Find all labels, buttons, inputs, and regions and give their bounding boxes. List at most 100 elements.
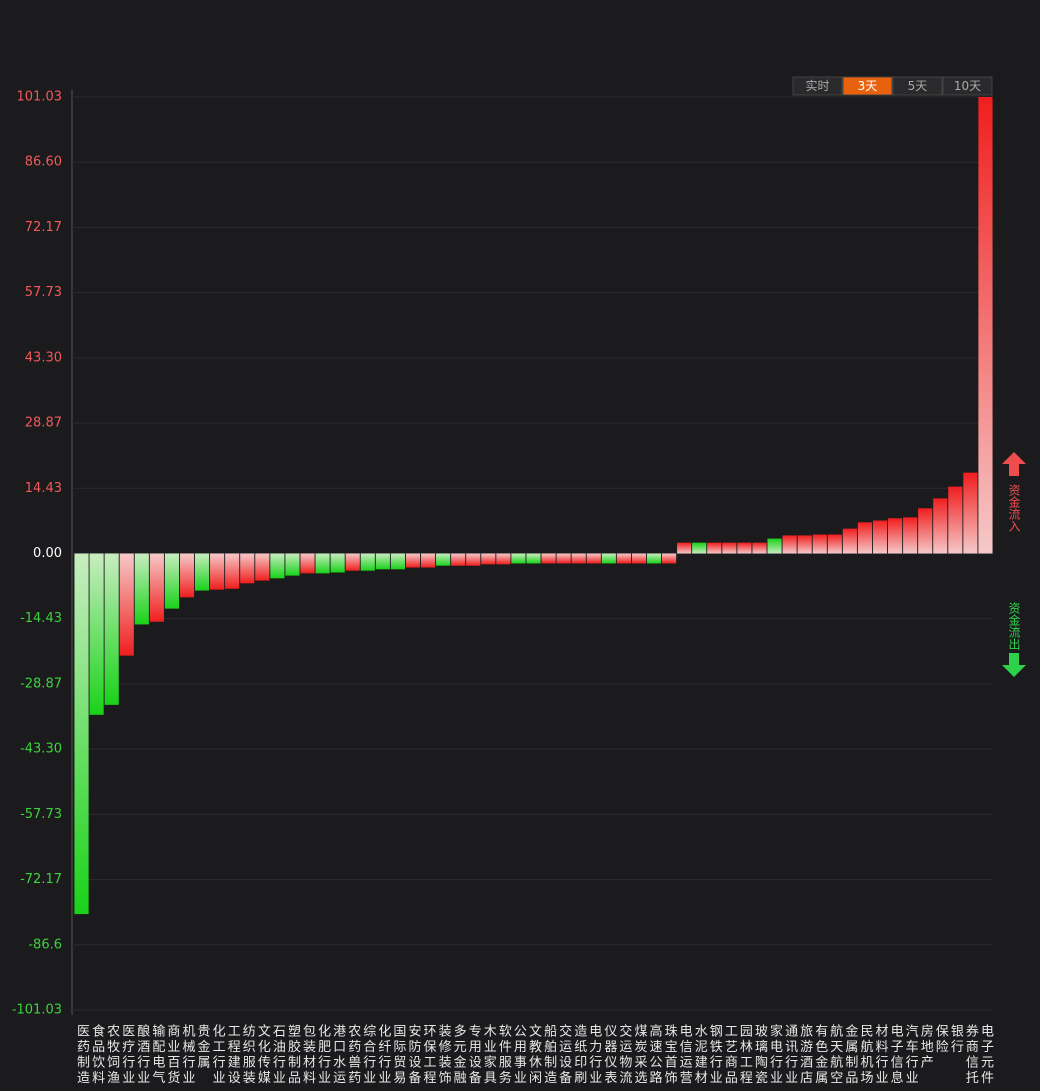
bar <box>225 553 240 589</box>
tab-button[interactable] <box>892 76 943 96</box>
x-tick-label: 木业家具 <box>481 1024 497 1086</box>
y-tick-label: -14.43 <box>20 611 62 626</box>
bar <box>179 553 195 598</box>
x-tick-label: 公用事业 <box>511 1024 527 1086</box>
bar <box>842 528 857 554</box>
x-tick-label: 输配电气 <box>149 1023 165 1086</box>
x-tick-label: 化纤行业 <box>375 1024 391 1086</box>
x-tick-label: 港口水运 <box>330 1024 346 1086</box>
x-tick-label: 金属制品 <box>842 1023 858 1086</box>
x-tick-label: 工艺商品 <box>722 1024 738 1086</box>
y-tick-label: -43.30 <box>20 742 62 757</box>
tab-button[interactable] <box>942 76 993 96</box>
tab-label[interactable]: 10天 <box>954 79 981 93</box>
x-tick-label: 贵金属 <box>195 1024 211 1071</box>
bar <box>164 553 180 609</box>
tab-label[interactable]: 3天 <box>858 79 878 93</box>
bar <box>104 553 119 705</box>
x-tick-label: 银行 <box>948 1024 964 1055</box>
x-tick-label: 电信运营 <box>677 1024 693 1086</box>
bar <box>933 498 948 554</box>
x-tick-label: 酿酒行业 <box>134 1023 150 1086</box>
x-tick-label: 造纸印刷 <box>571 1024 587 1086</box>
tab-button[interactable] <box>792 76 843 96</box>
bar <box>149 553 164 622</box>
x-tick-label: 软件服务 <box>496 1024 512 1086</box>
y-tick-label: 86.60 <box>25 155 62 170</box>
bar <box>405 553 421 568</box>
bar <box>963 472 978 554</box>
x-tick-label: 化肥行业 <box>315 1024 331 1086</box>
bar <box>330 553 345 573</box>
x-tick-label: 园林工程 <box>737 1024 753 1086</box>
x-tick-label: 化工行业 <box>210 1024 226 1086</box>
bar <box>616 553 631 564</box>
x-tick-label: 旅游酒店 <box>797 1024 813 1086</box>
inflow-label: 资金流入 <box>1007 484 1021 532</box>
outflow-label: 资金流出 <box>1007 602 1021 650</box>
x-tick-label: 装修装饰 <box>436 1024 452 1086</box>
y-tick-label: 14.43 <box>25 481 62 496</box>
bar <box>285 553 300 576</box>
x-tick-label: 珠宝首饰 <box>662 1024 678 1086</box>
bar <box>270 553 285 579</box>
x-tick-label: 水泥建材 <box>692 1024 708 1086</box>
x-tick-label: 环保工程 <box>421 1024 437 1086</box>
x-tick-label: 汽车行业 <box>903 1024 919 1086</box>
bar <box>74 553 89 915</box>
x-tick-label: 安防设备 <box>405 1024 421 1086</box>
bar <box>345 553 360 571</box>
bar <box>255 553 270 581</box>
y-tick-label: 28.87 <box>25 416 62 431</box>
bar <box>752 542 767 554</box>
bar <box>737 542 752 554</box>
y-tick-label: 57.73 <box>25 285 62 300</box>
bar <box>646 553 662 564</box>
bar <box>601 553 616 564</box>
bar <box>436 553 451 566</box>
x-tick-label: 家电行业 <box>767 1023 783 1086</box>
x-tick-label: 石油行业 <box>270 1024 286 1086</box>
bar <box>722 542 737 554</box>
x-tick-label: 券商信托 <box>963 1023 979 1086</box>
bar <box>707 542 722 554</box>
x-tick-label: 工程建设 <box>225 1024 241 1086</box>
x-tick-label: 电子元件 <box>978 1024 994 1086</box>
y-tick-label: -72.17 <box>20 872 62 887</box>
x-tick-label: 电子信息 <box>888 1024 904 1086</box>
x-tick-label: 玻璃陶瓷 <box>752 1024 768 1086</box>
outflow-arrow <box>1002 653 1026 677</box>
y-tick-label: 0.00 <box>33 546 62 561</box>
y-tick-label: -101.03 <box>12 1003 62 1018</box>
bar <box>466 553 481 566</box>
bar <box>375 553 390 570</box>
bar <box>194 553 210 591</box>
tab-label[interactable]: 实时 <box>805 78 829 93</box>
bar <box>857 522 873 554</box>
bar <box>496 553 511 565</box>
x-tick-label: 船舶制造 <box>541 1024 557 1086</box>
bar <box>903 517 918 554</box>
bar <box>782 535 797 554</box>
tab-button[interactable] <box>842 76 893 96</box>
x-tick-label: 保险 <box>933 1024 949 1055</box>
bar <box>887 518 903 554</box>
bar <box>451 553 466 566</box>
x-tick-label: 材料行业 <box>873 1024 889 1086</box>
bar <box>481 553 496 565</box>
bar <box>134 553 149 625</box>
x-tick-label: 机械行业 <box>179 1024 195 1086</box>
inflow-arrow <box>1002 452 1026 476</box>
x-tick-label: 高速公路 <box>647 1023 663 1086</box>
x-tick-label: 通讯行业 <box>782 1024 798 1086</box>
x-tick-label: 纺织服装 <box>240 1024 256 1086</box>
bar <box>918 508 933 554</box>
y-tick-label: -28.87 <box>20 676 62 691</box>
x-tick-label: 有色金属 <box>812 1024 828 1086</box>
tab-label[interactable]: 5天 <box>908 79 928 93</box>
x-tick-label: 多元金融 <box>451 1023 467 1086</box>
x-tick-label: 交运物流 <box>616 1023 632 1086</box>
x-tick-label: 食品饮料 <box>89 1023 105 1086</box>
y-tick-label: -57.73 <box>20 807 62 822</box>
